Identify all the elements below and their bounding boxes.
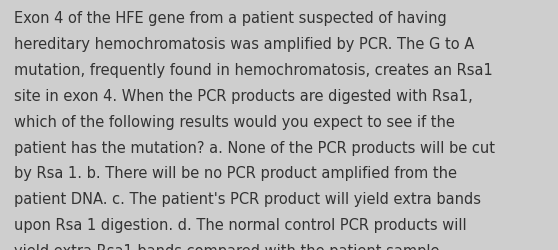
Text: Exon 4 of the HFE gene from a patient suspected of having: Exon 4 of the HFE gene from a patient su… [14, 11, 447, 26]
Text: yield extra Rsa1 bands compared with the patient sample.: yield extra Rsa1 bands compared with the… [14, 243, 444, 250]
Text: hereditary hemochromatosis was amplified by PCR. The G to A: hereditary hemochromatosis was amplified… [14, 37, 474, 52]
Text: upon Rsa 1 digestion. d. The normal control PCR products will: upon Rsa 1 digestion. d. The normal cont… [14, 217, 466, 232]
Text: patient DNA. c. The patient's PCR product will yield extra bands: patient DNA. c. The patient's PCR produc… [14, 192, 481, 206]
Text: site in exon 4. When the PCR products are digested with Rsa1,: site in exon 4. When the PCR products ar… [14, 88, 473, 104]
Text: mutation, frequently found in hemochromatosis, creates an Rsa1: mutation, frequently found in hemochroma… [14, 63, 493, 78]
Text: by Rsa 1. b. There will be no PCR product amplified from the: by Rsa 1. b. There will be no PCR produc… [14, 166, 457, 181]
Text: which of the following results would you expect to see if the: which of the following results would you… [14, 114, 455, 129]
Text: patient has the mutation? a. None of the PCR products will be cut: patient has the mutation? a. None of the… [14, 140, 495, 155]
